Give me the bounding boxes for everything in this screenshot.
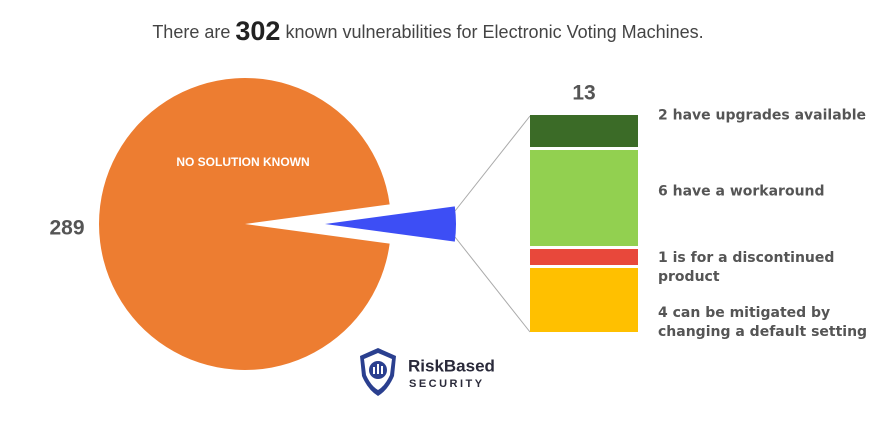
segment-label: 2 have upgrades available — [658, 107, 866, 124]
bar-segment — [530, 268, 638, 332]
title-prefix: There are — [152, 22, 230, 42]
logo-name: RiskBased — [408, 356, 495, 375]
chart-title: There are 302 known vulnerabilities for … — [152, 16, 703, 46]
bar-segment — [530, 115, 638, 147]
logo-bar — [373, 367, 375, 374]
pie-slice — [98, 78, 390, 371]
pie-slice — [325, 206, 457, 242]
value-label: 13 — [572, 82, 595, 105]
segment-label: 6 have a workaround — [658, 183, 825, 200]
bar-segment — [530, 249, 638, 265]
slice-label: NO SOLUTION KNOWN — [176, 155, 309, 169]
logo-bar — [381, 366, 383, 374]
segment-label: 4 can be mitigated by changing a default… — [658, 305, 868, 340]
title-total: 302 — [235, 16, 280, 46]
segment-label: 1 is for a discontinued product — [658, 250, 835, 285]
logo-tagline: SECURITY — [409, 378, 485, 390]
logo: RiskBased SECURITY — [360, 348, 495, 396]
title-suffix: known vulnerabilities for Electronic Vot… — [285, 22, 703, 42]
connector — [454, 115, 531, 212]
logo-bar — [377, 364, 379, 374]
connector — [454, 236, 531, 333]
bar-segment — [530, 150, 638, 246]
value-label: 289 — [49, 217, 84, 240]
